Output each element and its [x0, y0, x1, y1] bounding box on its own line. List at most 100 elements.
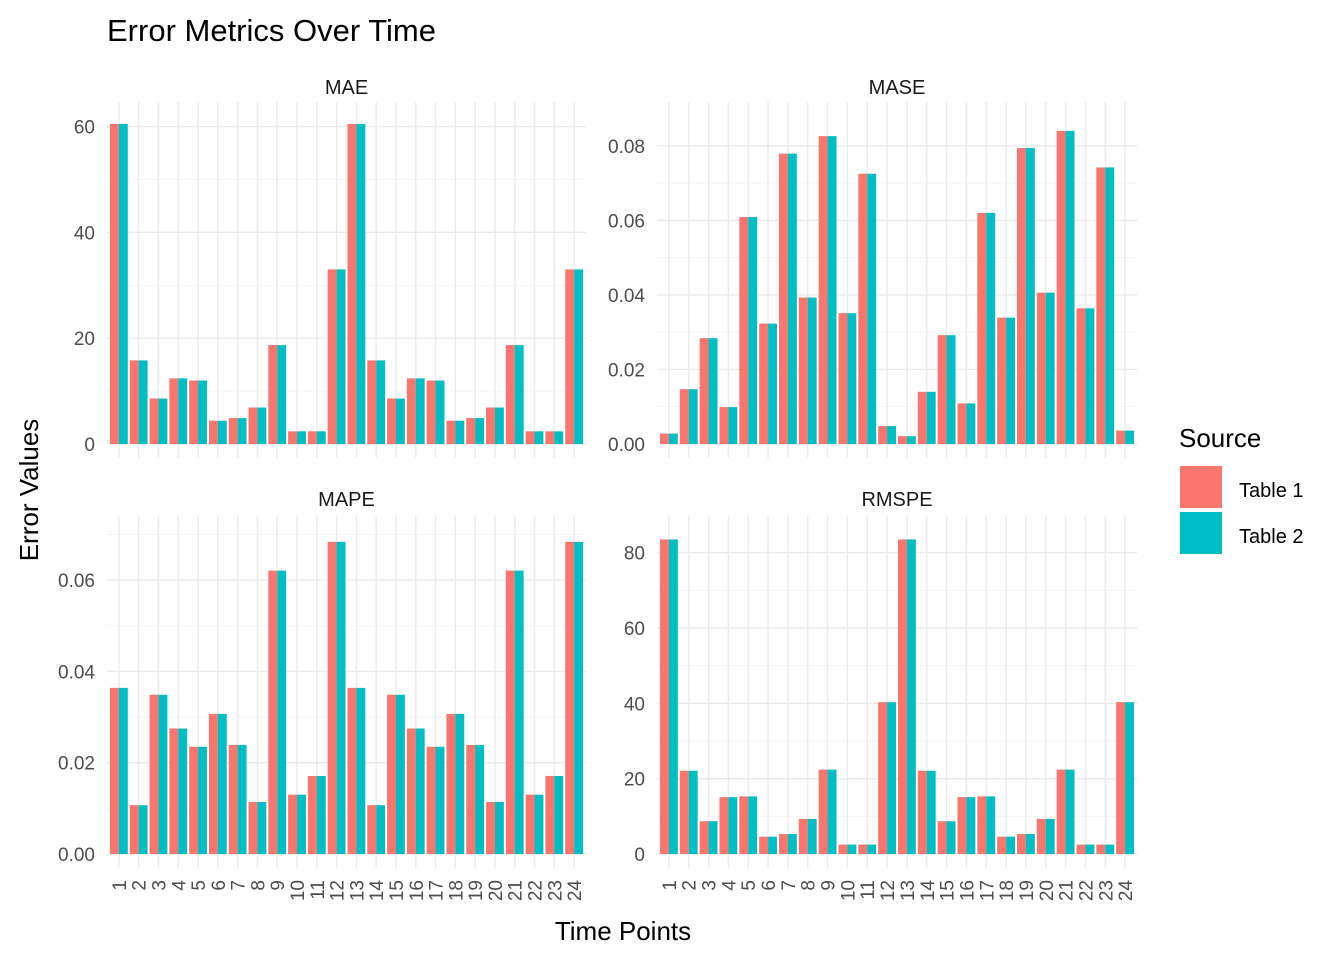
- facet-mae: MAE 0 20 40 60: [74, 77, 586, 458]
- bar-mase-table-2-t10: [847, 313, 857, 444]
- bar-mae-table-1-t2: [129, 360, 139, 444]
- x-tick-label: 21: [506, 880, 527, 901]
- bar-mae-table-2-t19: [475, 418, 485, 444]
- bar-mae-table-2-t21: [514, 345, 524, 444]
- bar-mase-table-2-t9: [827, 136, 837, 445]
- facet-label: RMSPE: [861, 489, 932, 511]
- bar-mase-table-1-t9: [818, 136, 828, 445]
- y-tick-label: 40: [624, 694, 645, 715]
- x-tick-label: 7: [779, 880, 800, 891]
- x-tick-label: 5: [189, 880, 210, 891]
- bar-rmspe-table-2-t1: [668, 539, 678, 854]
- bar-mae-table-1-t3: [149, 398, 159, 444]
- bar-mase-table-1-t3: [699, 338, 709, 444]
- bar-mape-table-2-t5: [198, 746, 207, 854]
- bar-mae-table-2-t5: [198, 380, 207, 444]
- bar-rmspe-table-1-t5: [739, 796, 749, 854]
- bar-rmspe-table-1-t3: [699, 821, 709, 854]
- x-tick-label: 1: [110, 880, 131, 891]
- bar-mae-table-1-t6: [208, 420, 218, 444]
- bar-mase-table-2-t22: [1085, 308, 1095, 444]
- bar-rmspe-table-2-t16: [966, 797, 976, 854]
- bar-rmspe-table-1-t9: [818, 769, 828, 854]
- bar-rmspe-table-2-t20: [1045, 818, 1055, 854]
- bar-mae-table-2-t15: [395, 398, 405, 444]
- bar-mape-table-2-t10: [297, 794, 306, 854]
- bar-mase-table-1-t19: [1017, 148, 1026, 444]
- bar-rmspe-table-2-t15: [946, 821, 956, 854]
- bar-mase-table-1-t17: [977, 212, 987, 444]
- x-tick-label: 16: [957, 880, 978, 901]
- x-tick-label: 14: [367, 880, 388, 902]
- bar-rmspe-table-2-t7: [787, 834, 797, 854]
- bar-mase-table-1-t21: [1056, 130, 1066, 444]
- bar-mae-table-2-t8: [257, 407, 267, 444]
- x-tick-label: 17: [427, 880, 448, 901]
- bar-mape-table-1-t4: [169, 728, 179, 854]
- bar-mase-table-2-t8: [807, 297, 817, 444]
- x-tick-label: 4: [719, 880, 740, 891]
- bar-mae-table-2-t23: [554, 431, 564, 444]
- bar-mase-table-1-t1: [659, 433, 669, 444]
- y-tick-label: 20: [624, 770, 645, 791]
- bar-mase-table-2-t13: [906, 436, 916, 444]
- bar-mae-table-1-t24: [565, 269, 575, 444]
- bar-mape-table-2-t15: [395, 694, 405, 854]
- bar-rmspe-table-2-t10: [847, 844, 857, 854]
- x-tick-label: 2: [130, 880, 151, 891]
- bar-mase-table-1-t7: [778, 153, 788, 445]
- x-tick-label: 24: [565, 880, 586, 902]
- bar-mae-table-2-t16: [415, 378, 425, 444]
- x-tick-label: 17: [977, 880, 998, 901]
- bar-mae-table-2-t9: [277, 345, 287, 444]
- y-tick-label: 20: [74, 329, 95, 350]
- bar-mape-table-2-t21: [514, 570, 524, 854]
- bar-mae-table-1-t4: [169, 378, 179, 444]
- bar-mase-table-2-t1: [668, 433, 678, 444]
- bar-mape-table-1-t19: [466, 744, 476, 854]
- legend-label-table-2: Table 2: [1239, 526, 1304, 548]
- facet-label: MAE: [325, 77, 368, 99]
- bar-mase-table-2-t2: [688, 389, 698, 444]
- bar-rmspe-table-1-t10: [838, 844, 848, 854]
- bar-mase-table-1-t18: [997, 317, 1007, 444]
- bar-mape-table-1-t16: [406, 728, 416, 854]
- bar-mae-table-2-t3: [158, 398, 168, 444]
- bar-mae-table-2-t7: [237, 418, 247, 444]
- bar-mape-table-2-t1: [118, 687, 128, 854]
- bar-mase-table-2-t4: [728, 407, 738, 444]
- bar-rmspe-table-1-t15: [937, 821, 947, 854]
- x-tick-label: 20: [486, 880, 507, 901]
- legend: Source Table 1 Table 2: [1179, 423, 1304, 554]
- bar-mase-table-1-t2: [679, 389, 689, 444]
- bar-mape-table-1-t22: [525, 794, 535, 854]
- bar-rmspe-table-2-t18: [1006, 836, 1016, 854]
- bar-rmspe-table-1-t21: [1056, 769, 1066, 854]
- bar-mape-table-2-t22: [534, 794, 544, 854]
- facets: MAE0204060MASE0.000.020.040.060.08MAPE0.…: [58, 77, 1137, 901]
- x-tick-label: 10: [288, 880, 309, 901]
- y-axis-title: Error Values: [14, 419, 44, 562]
- bar-mape-table-1-t5: [189, 746, 199, 854]
- x-tick-label: 10: [838, 880, 859, 901]
- bar-mae-table-2-t20: [494, 407, 504, 444]
- legend-title: Source: [1179, 423, 1261, 453]
- x-tick-label: 22: [526, 880, 547, 901]
- x-tick-label: 19: [1017, 880, 1038, 901]
- bar-mape-table-1-t1: [109, 687, 119, 854]
- bar-mae-table-1-t16: [406, 378, 416, 444]
- bar-mape-table-2-t7: [237, 744, 247, 854]
- bar-mae-table-1-t13: [347, 123, 357, 444]
- bar-mape-table-1-t18: [446, 713, 456, 854]
- bar-rmspe-table-2-t22: [1085, 844, 1095, 854]
- bar-mae-table-2-t18: [455, 420, 465, 444]
- x-tick-label: 13: [898, 880, 919, 901]
- y-tick-label: 0.06: [58, 571, 95, 592]
- bar-mape-table-1-t20: [486, 801, 495, 854]
- bar-rmspe-table-2-t19: [1025, 834, 1035, 854]
- bar-mae-table-2-t13: [356, 123, 366, 444]
- bar-mae-table-2-t22: [534, 431, 544, 444]
- bar-mape-table-2-t13: [356, 687, 366, 854]
- bar-rmspe-table-1-t18: [997, 836, 1007, 854]
